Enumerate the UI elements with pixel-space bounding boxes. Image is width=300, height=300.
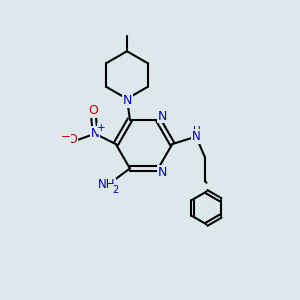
Text: N: N (91, 127, 99, 140)
Text: −: − (60, 130, 70, 143)
Text: H: H (193, 126, 200, 136)
Text: +: + (97, 123, 106, 133)
Text: N: N (158, 166, 167, 178)
Text: N: N (192, 130, 200, 143)
Text: 2: 2 (112, 185, 118, 195)
Text: NH: NH (98, 178, 115, 191)
Text: N: N (158, 110, 167, 122)
Text: O: O (67, 133, 77, 146)
Text: O: O (88, 104, 98, 117)
Text: N: N (123, 94, 133, 107)
